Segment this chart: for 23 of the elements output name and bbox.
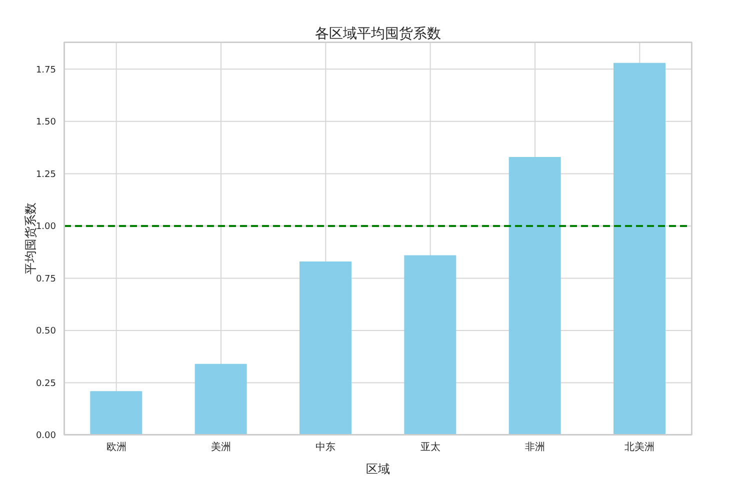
x-tick-label: 非洲 xyxy=(525,441,545,454)
x-axis-title: 区域 xyxy=(366,462,390,476)
chart-title: 各区域平均囤货系数 xyxy=(314,25,442,43)
y-tick-label: 0.50 xyxy=(36,326,56,337)
y-tick-label: 0.75 xyxy=(36,274,56,284)
bar xyxy=(90,391,142,435)
bar xyxy=(404,255,456,435)
y-tick-label: 1.50 xyxy=(36,118,56,128)
y-tick-label: 0.25 xyxy=(36,378,56,389)
y-tick-label: 1.00 xyxy=(36,222,56,232)
x-tick-label: 中东 xyxy=(316,441,336,454)
y-tick-label: 0.00 xyxy=(36,431,56,442)
x-tick-label: 亚太 xyxy=(420,441,440,454)
y-axis-title: 平均囤货系数 xyxy=(23,202,38,274)
x-tick-label: 美洲 xyxy=(211,441,231,454)
x-tick-label: 欧洲 xyxy=(106,441,126,454)
bar xyxy=(614,62,666,435)
y-tick-label: 1.75 xyxy=(36,65,56,76)
bar xyxy=(508,156,561,435)
x-tick-label: 北美洲 xyxy=(624,441,655,454)
bar xyxy=(194,364,247,435)
bar xyxy=(300,261,352,435)
y-tick-label: 1.25 xyxy=(36,170,56,180)
